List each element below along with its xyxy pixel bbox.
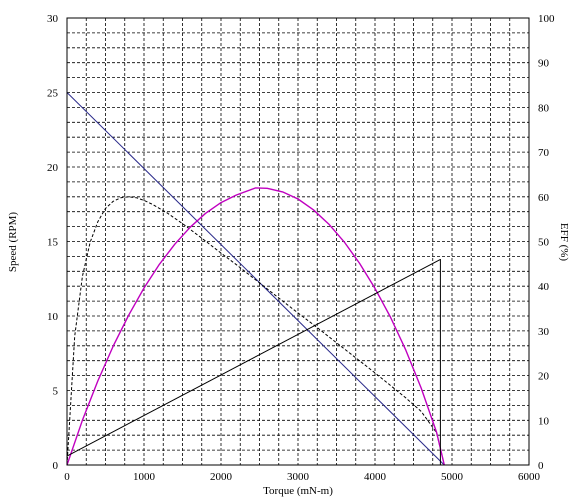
series-power-line: [66, 196, 445, 466]
y-axis-title: Speed (RPM): [7, 212, 19, 273]
y2-tick-label: 10: [538, 415, 550, 427]
y-tick-label: 5: [53, 386, 59, 398]
y-tick-label: 15: [47, 237, 59, 249]
x-tick-label: 1000: [133, 471, 156, 483]
series-speed-line: [66, 92, 445, 466]
y2-tick-label: 80: [538, 102, 550, 114]
series-group: [66, 92, 445, 466]
y2-axis-title: EFF (%): [558, 223, 570, 262]
y-tick-label: 30: [47, 13, 59, 25]
y-tick-label: 25: [47, 88, 59, 100]
y2-tick-label: 30: [538, 326, 550, 338]
y-tick-label: 0: [53, 460, 59, 472]
plot-frame: [66, 17, 530, 466]
y2-tick-label: 60: [538, 192, 550, 204]
y2-tick-label: 100: [538, 13, 555, 25]
x-tick-label: 4000: [364, 471, 387, 483]
y-tick-label: 10: [47, 311, 59, 323]
x-axis-title: Torque (mN-m): [263, 485, 333, 497]
y2-tick-label: 90: [538, 58, 550, 70]
y2-tick-label: 50: [538, 237, 550, 249]
series-efficiency-line: [66, 187, 445, 466]
x-tick-label: 5000: [441, 471, 464, 483]
x-tick-label: 0: [64, 471, 70, 483]
y2-tick-label: 0: [538, 460, 544, 472]
x-tick-label: 2000: [210, 471, 233, 483]
x-tick-label: 6000: [518, 471, 541, 483]
y2-tick-label: 40: [538, 281, 550, 293]
grid: [67, 18, 529, 465]
y-tick-label: 20: [47, 162, 59, 174]
y2-tick-label: 20: [538, 371, 550, 383]
x-tick-label: 3000: [287, 471, 310, 483]
y2-tick-label: 70: [538, 147, 550, 159]
tick-labels: 0 1000 2000 3000 4000 5000 6000051015202530010…: [47, 13, 555, 483]
